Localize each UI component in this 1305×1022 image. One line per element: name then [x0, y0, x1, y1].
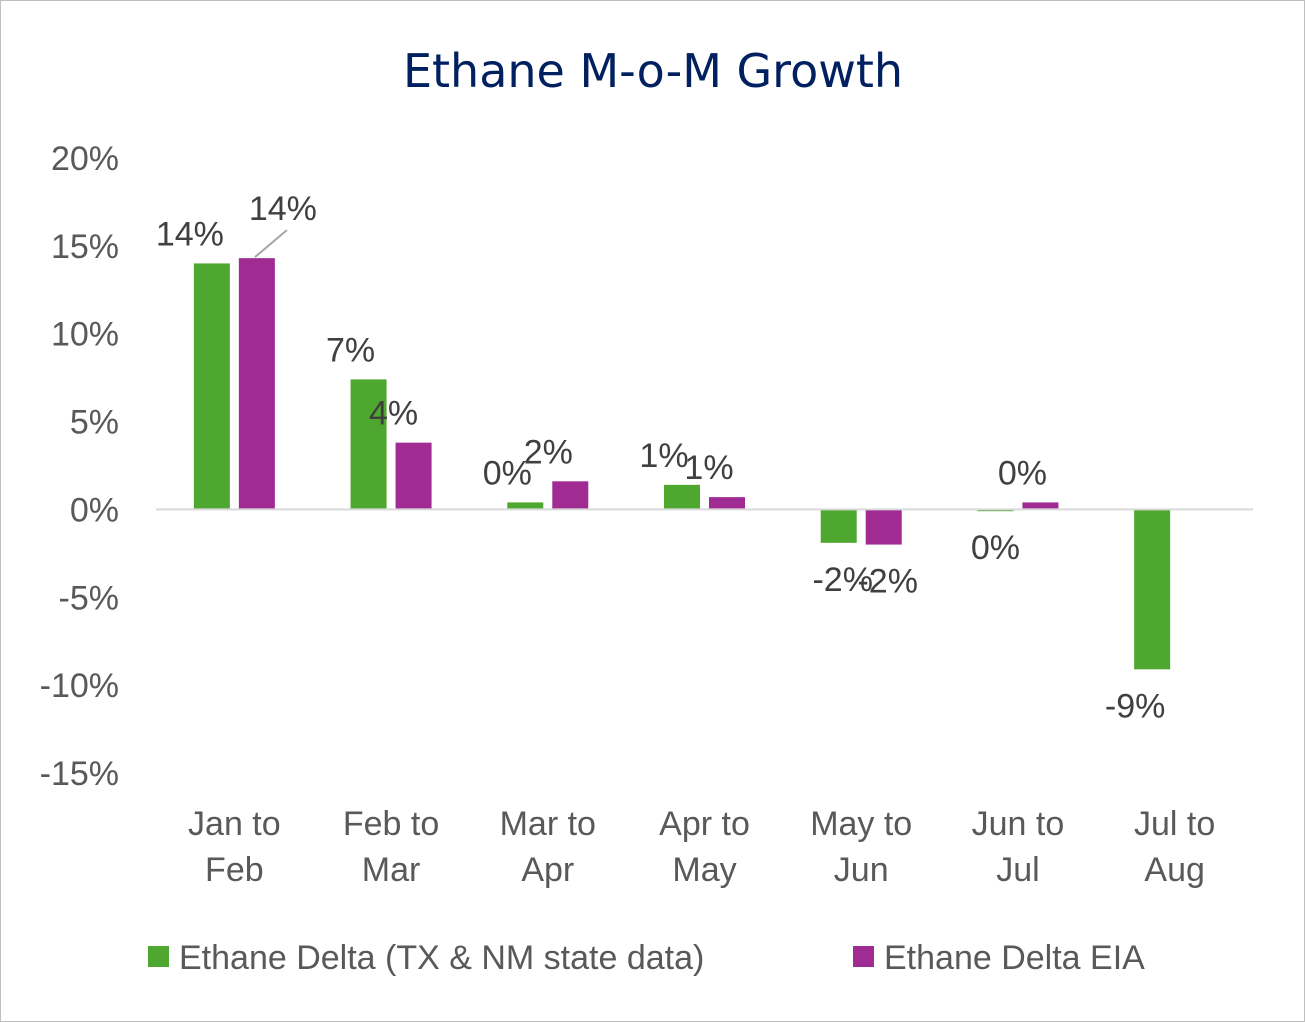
- data-label: 0%: [483, 454, 532, 492]
- data-label: -2%: [857, 563, 917, 601]
- bar-eia: [238, 258, 275, 510]
- x-tick-label: Jul to Aug: [1134, 805, 1215, 889]
- bar-eia: [395, 442, 432, 510]
- legend: Ethane Delta (TX & NM state data) Ethane …: [148, 939, 1145, 977]
- y-tick-label: -10%: [40, 667, 119, 705]
- y-tick-label: -15%: [40, 755, 119, 793]
- x-tick-label: Apr to May: [659, 805, 750, 889]
- y-tick-label: 0%: [70, 491, 119, 529]
- data-label: 2%: [524, 433, 573, 471]
- legend-swatch: [148, 946, 169, 967]
- x-tick-label: Mar to Apr: [500, 805, 596, 889]
- y-axis: 20% 15% 10% 5% 0% -5% -10% -15%: [40, 140, 119, 793]
- x-tick-label: Feb to Mar: [343, 805, 439, 889]
- bar-eia: [709, 497, 745, 510]
- bar-state-data: [820, 509, 857, 543]
- x-tick-label: May to Jun: [810, 805, 912, 889]
- y-tick-label: 5%: [70, 404, 119, 442]
- x-tick-label: Jun to Jul: [972, 805, 1065, 889]
- x-tick-label: Jan to Feb: [188, 805, 281, 889]
- x-axis: Jan to Feb Feb to Mar Mar to Apr Apr to May May …: [188, 805, 1215, 889]
- legend-label: Ethane Delta EIA: [884, 939, 1145, 977]
- data-label: 14%: [156, 215, 224, 253]
- y-tick-label: -5%: [59, 579, 119, 617]
- legend-swatch: [853, 946, 874, 967]
- y-tick-label: 15%: [51, 228, 119, 266]
- bar-state-data: [507, 502, 544, 510]
- data-label: 7%: [326, 331, 375, 369]
- data-label: 0%: [998, 454, 1047, 492]
- chart-title: Ethane M-o-M Growth: [403, 44, 903, 98]
- bar-eia: [1022, 502, 1059, 510]
- y-tick-label: 20%: [51, 140, 119, 178]
- bar-state-data: [193, 263, 230, 510]
- bar-state-data: [1134, 509, 1171, 670]
- data-label: 0%: [971, 529, 1020, 567]
- data-label: -9%: [1105, 687, 1165, 725]
- data-label: 4%: [369, 395, 418, 433]
- data-label: 1%: [639, 437, 688, 475]
- data-label: 1%: [684, 449, 733, 487]
- data-labels: 14% 7% 0% 1% -2% 0% -9% 14% 4% 2% 1% -2% 0%: [156, 190, 1166, 725]
- bar-eia: [552, 481, 589, 510]
- bar-state-data: [664, 484, 700, 510]
- label-leader-line: [254, 229, 288, 258]
- legend-label: Ethane Delta (TX & NM state data): [179, 939, 704, 977]
- y-tick-label: 10%: [51, 316, 119, 354]
- bar-state-data: [350, 379, 387, 510]
- leader-lines: [254, 229, 288, 258]
- data-label: -2%: [812, 561, 872, 599]
- data-label: 14%: [249, 190, 317, 228]
- bar-eia: [865, 509, 902, 545]
